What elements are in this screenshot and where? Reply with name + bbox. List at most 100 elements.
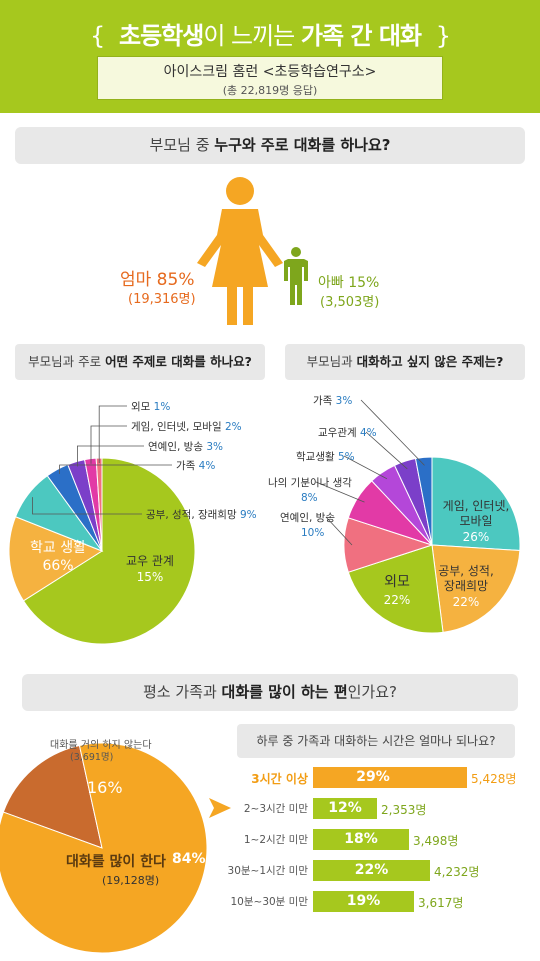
topic-pie-label-3: 가족 4% — [176, 460, 215, 472]
no-talk-count: (3,691명) — [70, 752, 114, 763]
avoid-pie-label-1a: 공부, 성적, — [438, 564, 494, 578]
question-pill-5: 하루 중 가족과 대화하는 시간은 얼마나 되나요? — [237, 724, 515, 758]
bar-count-0: 5,428명 — [471, 772, 517, 786]
avoid-pie-leader-3 — [325, 516, 353, 546]
avoid-pie-label-0a: 게임, 인터넷, — [443, 499, 510, 513]
avoid-pie-value-2: 22% — [384, 593, 411, 607]
dad-label: 아빠 15% — [318, 275, 380, 291]
respondents-text: (총 22,819명 응답) — [222, 84, 318, 97]
bar-value-0: 29% — [356, 769, 390, 785]
bar-label-1: 2~3시간 미만 — [243, 803, 308, 815]
q4-part3: 인가요? — [347, 683, 397, 701]
topic-pie-leader-6 — [98, 405, 127, 463]
arrow-right-icon — [209, 798, 231, 818]
bar-label-4: 10분~30분 미만 — [230, 896, 309, 908]
mom-count: (19,316명) — [128, 292, 196, 307]
avoid-pie-leader-5 — [343, 455, 388, 480]
avoid-pie-label-3: 연예인, 방송 — [280, 511, 335, 524]
topic-pie-label-0: 학교 생활 — [30, 540, 86, 556]
bar-2 — [313, 829, 409, 850]
bar-value-3: 22% — [354, 862, 389, 878]
bar-0 — [313, 767, 467, 788]
source-box — [97, 56, 443, 100]
dad-count: (3,503명) — [320, 295, 380, 310]
bar-count-1: 2,353명 — [381, 803, 427, 817]
mom-figure-icon — [197, 177, 283, 325]
no-talk-label: 대화를 거의 하지 않는다 — [50, 740, 152, 751]
bar-count-4: 3,617명 — [418, 896, 464, 910]
topic-pie-leader-3 — [59, 464, 172, 474]
bar-label-2: 1~2시간 미만 — [243, 834, 308, 846]
avoid-pie-label-6: 교우관계 4% — [318, 427, 377, 439]
avoid-pie-slice-7 — [414, 456, 433, 546]
mom-label: 엄마 85% — [120, 270, 195, 290]
question-pill-3: 부모님과 대화하고 싶지 않은 주제는? — [285, 344, 525, 380]
avoid-pie-value-4: 8% — [301, 492, 318, 504]
talk-pie-slice-1 — [0, 742, 208, 954]
brace-right: } — [435, 22, 451, 50]
topic-pie-label-5: 게임, 인터넷, 모바일 2% — [131, 420, 242, 433]
bar-value-1: 12% — [328, 800, 362, 816]
q2-part2: 어떤 주제로 대화를 하나요? — [105, 354, 252, 369]
yes-talk-label: 대화를 많이 한다 — [66, 854, 166, 870]
title-part2: 이 느끼는 — [203, 22, 301, 50]
q1-part2: 누구와 주로 대화를 하나요? — [214, 136, 391, 154]
avoid-pie-label-0b: 모바일 — [459, 514, 492, 528]
topic-pie-slice-1 — [8, 516, 104, 602]
q1-part1: 부모님 중 — [149, 136, 215, 154]
talk-frequency-pie — [0, 742, 208, 954]
avoid-pie-value-3: 10% — [301, 527, 324, 539]
q3-part1: 부모님과 — [306, 354, 357, 369]
avoid-pie-label-5: 학교생활 5% — [296, 450, 355, 463]
q2-part1: 부모님과 주로 — [28, 354, 106, 369]
avoid-pie-label-1b: 장래희망 — [444, 579, 488, 593]
q4-part2: 대화를 많이 하는 편 — [221, 683, 348, 701]
bar-3 — [313, 860, 430, 881]
q4-part1: 평소 가족과 — [143, 683, 222, 701]
question-pill-2: 부모님과 주로 어떤 주제로 대화를 하나요? — [15, 344, 265, 380]
topic-pie-value-0: 66% — [42, 558, 73, 574]
topic-pie-label-2: 공부, 성적, 장래희망 9% — [146, 509, 257, 521]
question-band-4: 평소 가족과 대화를 많이 하는 편인가요? — [22, 674, 518, 711]
yes-talk-count: (19,128명) — [102, 874, 160, 887]
talk-pie-slice-0 — [2, 744, 103, 849]
bar-label-3: 30분~1시간 미만 — [227, 865, 308, 877]
topic-pie-charts: 외모 1% 게임, 인터넷, 모바일 2% 연예인, 방송 3% 가족 4% 공부, 성… — [8, 395, 521, 645]
source-text: 아이스크림 홈런 <초등학습연구소> — [163, 64, 377, 80]
bar-label-0: 3시간 이상 — [251, 772, 308, 786]
bar-count-2: 3,498명 — [413, 834, 459, 848]
page-title: { 초등학생이 느끼는 가족 간 대화 } — [0, 16, 540, 51]
topic-pie-leader-2 — [32, 497, 142, 515]
title-part1: 초등학생 — [118, 22, 204, 50]
bar-count-3: 4,232명 — [434, 865, 480, 879]
avoid-pie-slice-0 — [431, 456, 521, 552]
topic-pie-slice-0 — [22, 457, 196, 645]
bar-value-2: 18% — [344, 831, 378, 847]
yes-talk-pct: 84% — [172, 851, 206, 867]
topic-pie-leader-4 — [77, 445, 144, 467]
avoid-pie-value-0: 26% — [463, 530, 490, 544]
topic-pie-label-6: 외모 1% — [131, 401, 170, 413]
avoid-pie-value-1: 22% — [453, 595, 480, 609]
avoid-pie-label-7: 가족 3% — [313, 395, 352, 407]
bar-1 — [313, 798, 377, 819]
avoid-pie-label-4: 나의 기분이나 생각 — [268, 477, 352, 489]
topic-pie-label-4: 연예인, 방송 3% — [148, 440, 223, 453]
q3-part2: 대화하고 싶지 않은 주제는? — [356, 354, 504, 369]
question-band-1: 부모님 중 누구와 주로 대화를 하나요? — [15, 127, 525, 164]
avoid-pie-leader-7 — [360, 399, 425, 466]
avoid-pie-leader-6 — [365, 431, 408, 470]
avoid-pie-slice-1 — [431, 544, 521, 633]
brace-left: { — [89, 22, 105, 50]
topic-pie-leader-5 — [90, 425, 127, 464]
avoid-pie-slice-2 — [347, 544, 444, 634]
title-part3: 가족 간 대화 — [300, 22, 422, 50]
no-talk-pct: 16% — [87, 778, 123, 797]
dad-figure-icon — [284, 247, 308, 305]
topic-pie-label-1: 교우 관계 — [126, 554, 174, 568]
bar-value-4: 19% — [346, 893, 381, 909]
avoid-pie-label-2: 외모 — [384, 574, 410, 590]
avoid-pie-leader-4 — [315, 481, 365, 503]
bar-4 — [313, 891, 414, 912]
topic-pie-value-1: 15% — [137, 570, 164, 584]
